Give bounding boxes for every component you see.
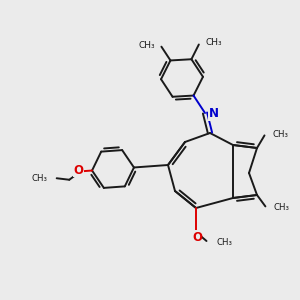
Text: CH₃: CH₃ (216, 238, 232, 247)
Text: CH₃: CH₃ (32, 174, 48, 183)
Text: CH₃: CH₃ (274, 203, 290, 212)
Text: CH₃: CH₃ (206, 38, 222, 47)
Text: CH₃: CH₃ (273, 130, 289, 139)
Text: O: O (73, 164, 83, 177)
Text: N: N (208, 107, 219, 120)
Text: CH₃: CH₃ (138, 41, 155, 50)
Text: O: O (192, 231, 202, 244)
